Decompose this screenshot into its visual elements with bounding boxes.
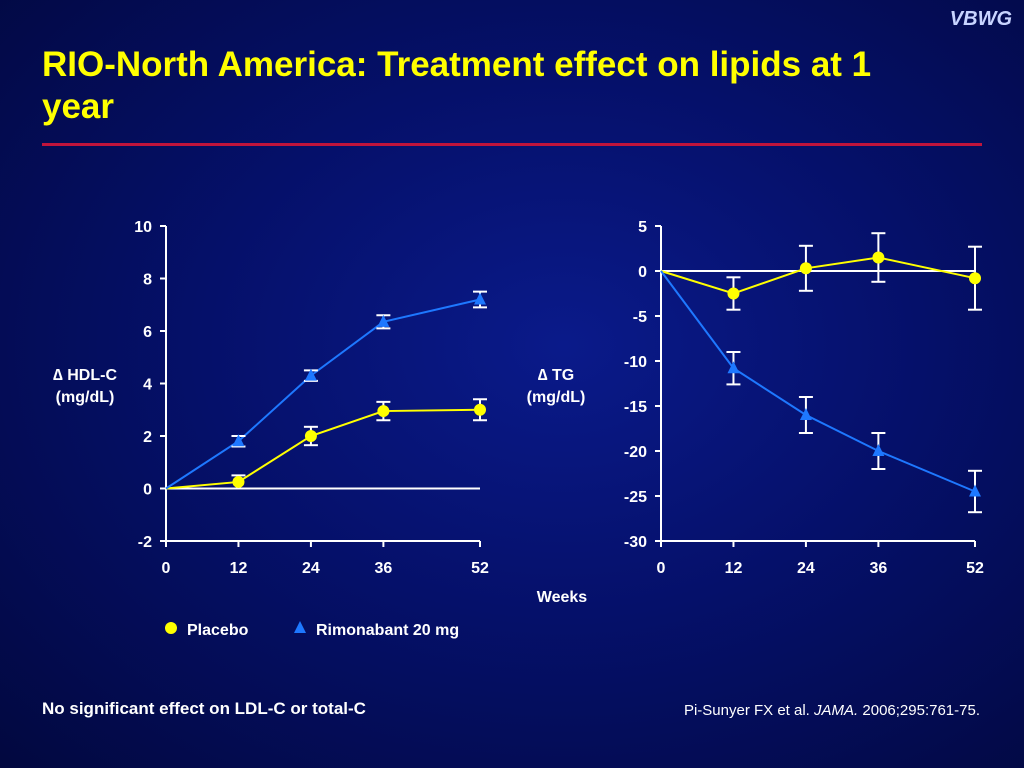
footnote: No significant effect on LDL-C or total-…: [42, 699, 366, 718]
tg-y-tick-label: 0: [638, 264, 647, 281]
slide-title: RIO-North America: Treatment effect on l…: [42, 45, 872, 126]
tg-rimonabant-point: [969, 484, 981, 497]
hdl-rimonabant-line: [165, 298, 481, 490]
tg-y-tick-label: -10: [624, 354, 647, 371]
legend-placebo-marker: [165, 622, 177, 634]
citation-details: 2006;295:761-75.: [858, 702, 980, 719]
hdl-rimonabant-point: [304, 368, 317, 381]
tg-y-tick-label: -30: [624, 534, 647, 551]
tg-y-axis-label: (mg/dL): [527, 389, 586, 406]
hdl-rimonabant-point: [232, 434, 245, 447]
tg-placebo-line: [660, 256, 976, 295]
hdl-placebo-point: [474, 403, 486, 416]
hdl-placebo-line: [165, 408, 481, 490]
x-axis-label-weeks: Weeks: [537, 589, 588, 606]
tg-x-tick-label: 12: [725, 560, 743, 577]
brand-logo: VBWG: [949, 8, 1012, 30]
legend-placebo-label: Placebo: [187, 622, 249, 639]
tg-rimonabant-line: [660, 270, 976, 493]
tg-rimonabant-point: [727, 361, 740, 374]
citation-authors: Pi-Sunyer FX et al.: [683, 702, 815, 719]
tg-placebo-point: [727, 287, 740, 300]
hdl-placebo-point: [304, 430, 317, 442]
hdl-y-tick-label: 6: [143, 324, 152, 341]
hdl-y-axis-label: (mg/dL): [56, 389, 115, 406]
hdl-rimonabant-point: [474, 292, 486, 305]
hdl-y-tick-label: 10: [134, 219, 152, 236]
tg-x-tick-label: 52: [966, 560, 984, 577]
tg-rimonabant-point: [872, 444, 885, 456]
tg-y-tick-label: -15: [624, 399, 647, 416]
hdl-y-tick-label: 2: [143, 429, 152, 446]
hdl-x-tick-label: 36: [374, 560, 392, 577]
tg-placebo-point: [872, 251, 885, 264]
hdl-y-tick-label: 4: [143, 377, 152, 394]
hdl-rimonabant-point: [377, 314, 390, 327]
hdl-placebo-point: [232, 475, 245, 488]
hdl-x-tick-label: 24: [302, 560, 320, 577]
tg-y-tick-label: -5: [633, 309, 647, 326]
hdl-placebo-point: [377, 405, 390, 418]
hdl-y-axis-label: ∆ HDL-C: [53, 367, 117, 384]
tg-x-tick-label: 24: [797, 560, 815, 577]
hdl-y-tick-label: -2: [138, 534, 152, 551]
tg-placebo-point: [969, 272, 981, 285]
hdl-y-tick-label: 0: [143, 482, 152, 499]
hdl-x-tick-label: 12: [230, 560, 248, 577]
hdl-x-tick-label: 52: [471, 560, 489, 577]
tg-y-tick-label: 5: [638, 219, 647, 236]
tg-rimonabant-point: [799, 408, 812, 420]
tg-y-tick-label: -25: [624, 489, 647, 506]
tg-x-tick-label: 0: [657, 560, 666, 577]
legend-rimonabant-marker: [294, 621, 306, 633]
title-divider: [42, 143, 982, 146]
tg-placebo-point: [799, 262, 812, 275]
hdl-x-tick-label: 0: [162, 560, 171, 577]
tg-y-tick-label: -20: [624, 444, 647, 461]
legend-rimonabant-label: Rimonabant 20 mg: [316, 622, 459, 639]
citation: Pi-Sunyer FX et al. JAMA. 2006;295:761-7…: [684, 702, 980, 719]
hdl-y-tick-label: 8: [143, 272, 152, 289]
tg-y-axis-label: ∆ TG: [538, 367, 574, 384]
tg-x-tick-label: 36: [869, 560, 887, 577]
citation-journal: JAMA.: [814, 702, 859, 719]
